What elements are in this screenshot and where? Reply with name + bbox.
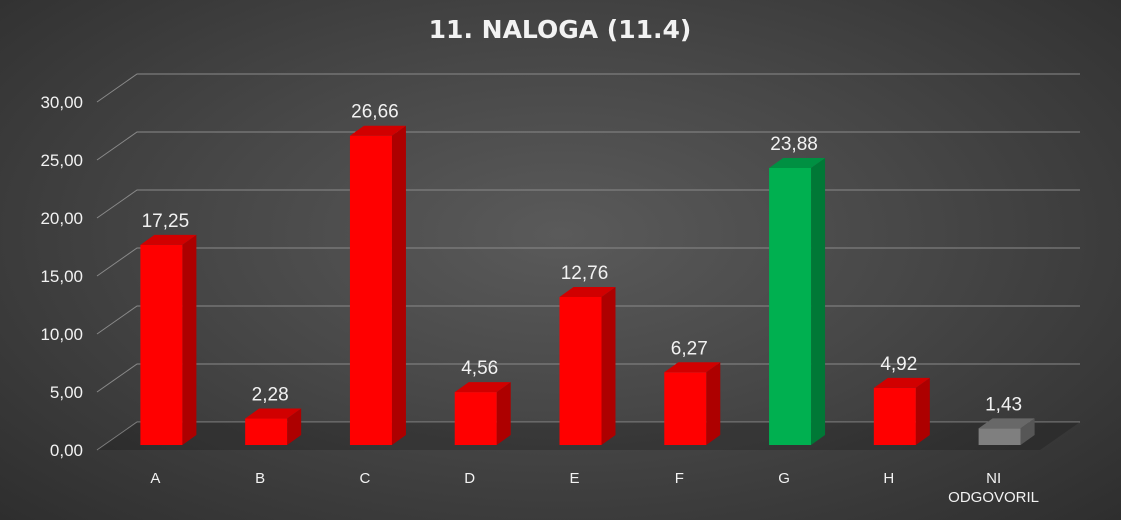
x-tick-label: C bbox=[360, 470, 371, 487]
x-tick-label: G bbox=[778, 470, 790, 487]
bar-front bbox=[559, 296, 602, 445]
bar-e bbox=[559, 286, 616, 445]
bar-a bbox=[140, 234, 197, 445]
bar-side bbox=[182, 234, 197, 445]
bar-g bbox=[769, 157, 826, 445]
x-tick-label: E bbox=[569, 470, 579, 487]
bar-front bbox=[664, 372, 707, 445]
bar-side bbox=[706, 362, 721, 445]
data-labels: 17,25 2,28 26,66 4,56 12,76 6,27 23,88 4,92 1,43 bbox=[142, 102, 1022, 416]
data-label: 12,76 bbox=[561, 263, 609, 284]
bar-top bbox=[769, 157, 826, 168]
gridline bbox=[96, 189, 1080, 219]
data-label: 26,66 bbox=[351, 102, 399, 123]
x-tick-label: H bbox=[883, 470, 894, 487]
bar-top bbox=[559, 286, 616, 297]
bars bbox=[140, 125, 1035, 445]
data-label: 4,56 bbox=[461, 358, 498, 379]
x-tick-label: F bbox=[675, 470, 684, 487]
gridline bbox=[96, 73, 1080, 103]
x-tick-label: NI ODGOVORIL bbox=[948, 470, 1039, 506]
gridline bbox=[96, 363, 1080, 393]
bar-front bbox=[349, 135, 392, 445]
bar-top bbox=[140, 234, 197, 245]
bar-top bbox=[454, 382, 511, 393]
y-tick-label: 5,00 bbox=[50, 383, 83, 402]
gridline bbox=[96, 421, 1080, 451]
gridline bbox=[96, 305, 1080, 335]
bar-top bbox=[664, 362, 721, 373]
bar-front bbox=[873, 387, 916, 445]
bar-side bbox=[391, 125, 406, 445]
y-tick-label: 30,00 bbox=[40, 93, 83, 112]
bar-side bbox=[496, 382, 511, 445]
bar-front bbox=[769, 167, 812, 445]
bar-d bbox=[454, 382, 511, 445]
bar-c bbox=[349, 125, 406, 445]
data-label: 2,28 bbox=[252, 385, 289, 406]
y-tick-label: 15,00 bbox=[40, 267, 83, 286]
bar-side bbox=[915, 377, 930, 445]
data-label: 17,25 bbox=[142, 211, 190, 232]
bar-front bbox=[978, 428, 1021, 445]
bar-top bbox=[873, 377, 930, 388]
x-axis-ticks: A B C D E F G H NI ODGOVORIL bbox=[150, 470, 1039, 506]
x-tick-label: B bbox=[255, 470, 265, 487]
chart-title: 11. NALOGA (11.4) bbox=[429, 15, 692, 44]
bar-side bbox=[1020, 418, 1035, 445]
bar-side bbox=[601, 286, 616, 445]
gridline bbox=[96, 131, 1080, 161]
data-label: 23,88 bbox=[770, 134, 818, 155]
y-tick-label: 0,00 bbox=[50, 441, 83, 460]
y-tick-label: 10,00 bbox=[40, 325, 83, 344]
bar-h bbox=[873, 377, 930, 445]
bar-top bbox=[245, 408, 302, 419]
bar-front bbox=[454, 392, 497, 445]
x-tick-label: A bbox=[150, 470, 160, 487]
bar-top bbox=[349, 125, 406, 136]
x-tick-label: D bbox=[464, 470, 475, 487]
bar-front bbox=[245, 418, 288, 445]
gridline bbox=[96, 247, 1080, 277]
y-tick-label: 20,00 bbox=[40, 209, 83, 228]
bar-side bbox=[811, 157, 826, 445]
bar-side bbox=[287, 408, 302, 445]
bar-ni-odgovoril bbox=[978, 418, 1035, 445]
bar-top bbox=[978, 418, 1035, 429]
y-axis-ticks: 0,00 5,00 10,00 15,00 20,00 25,00 30,00 bbox=[40, 93, 83, 460]
bar-b bbox=[245, 408, 302, 445]
bar-f bbox=[664, 362, 721, 445]
data-label: 1,43 bbox=[985, 394, 1022, 415]
data-label: 4,92 bbox=[880, 354, 917, 375]
data-label: 6,27 bbox=[671, 338, 708, 359]
y-tick-label: 25,00 bbox=[40, 151, 83, 170]
bar-front bbox=[140, 244, 183, 445]
